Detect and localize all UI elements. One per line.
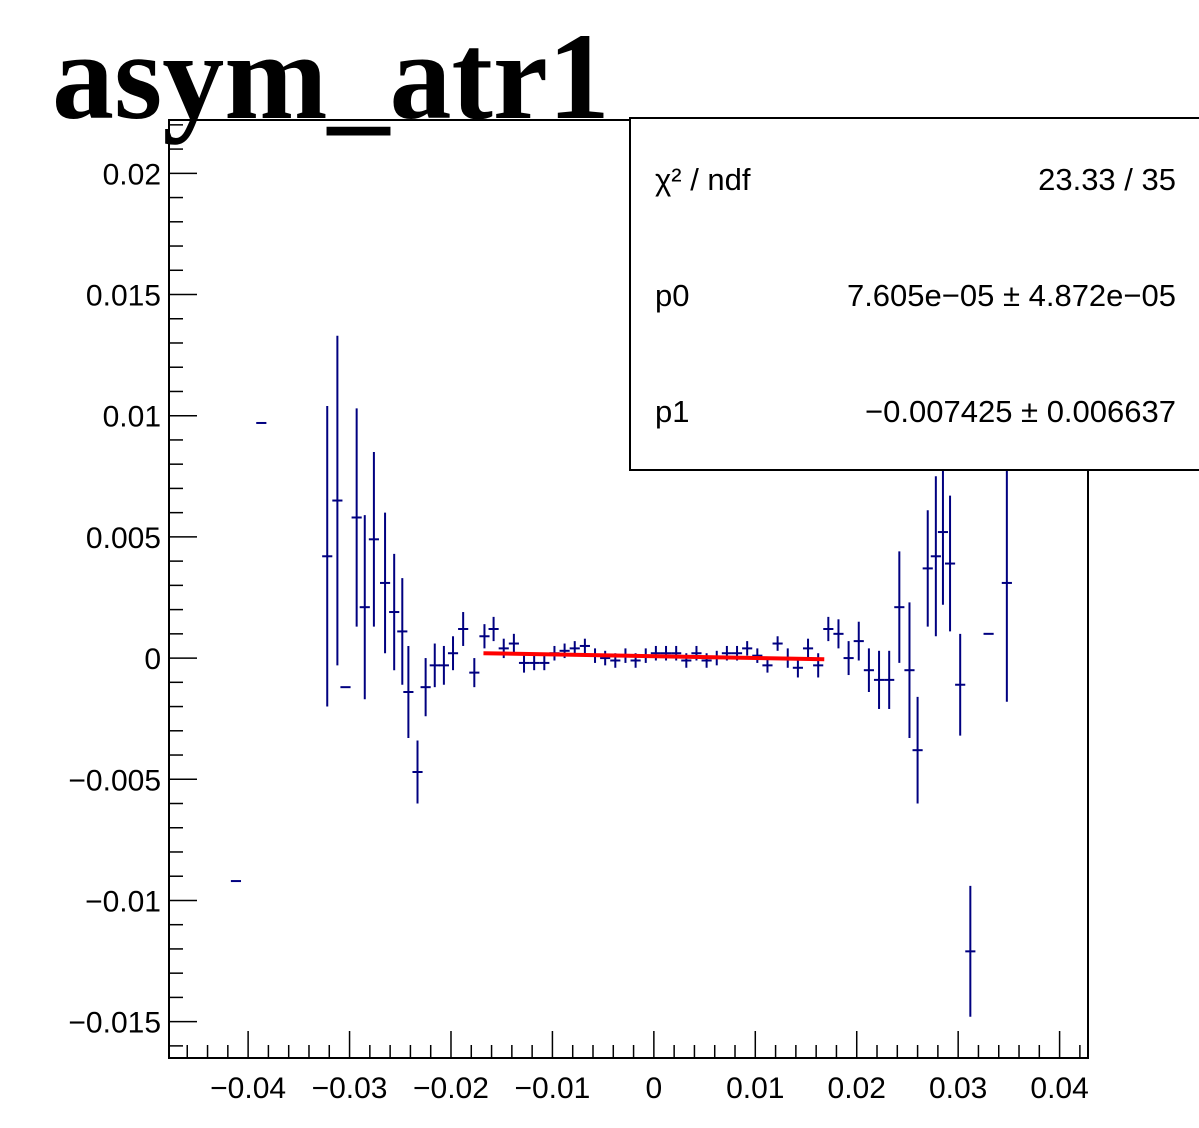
y-tick-label: 0.02 — [103, 158, 161, 191]
x-axis: −0.04 −0.03 −0.02 −0.01 0 0.01 0.02 0.03 0.04 — [186, 1031, 1089, 1105]
data-point — [529, 655, 540, 671]
data-series — [230, 335, 1012, 1017]
data-point — [397, 578, 408, 685]
data-point — [863, 648, 874, 693]
stats-label-p0: p0 — [655, 278, 689, 313]
y-tick-label: −0.01 — [85, 885, 161, 918]
data-point — [955, 633, 966, 736]
data-point — [742, 641, 753, 656]
data-point — [359, 515, 370, 700]
data-point — [904, 602, 915, 739]
y-tick-label: −0.015 — [68, 1007, 161, 1040]
y-tick-label: 0.01 — [103, 401, 161, 434]
data-point — [420, 658, 431, 717]
data-point — [518, 653, 530, 673]
data-point — [458, 612, 469, 646]
data-point — [1001, 464, 1012, 702]
data-point — [438, 645, 449, 685]
data-point — [937, 459, 949, 605]
data-point — [379, 512, 391, 654]
fit-line-group — [483, 651, 825, 662]
data-point — [912, 696, 923, 804]
data-point — [823, 616, 834, 642]
data-point — [944, 495, 956, 632]
data-point — [833, 619, 844, 649]
data-point — [539, 655, 550, 671]
data-point — [429, 643, 440, 688]
data-point — [368, 452, 379, 627]
fit-line — [483, 651, 825, 662]
data-point — [922, 510, 933, 627]
y-tick-label: −0.005 — [68, 764, 161, 797]
data-point — [508, 633, 519, 654]
x-tick-label: 0 — [646, 1072, 663, 1105]
chart-title: asym_atr1 — [52, 8, 610, 145]
data-point — [873, 650, 885, 709]
data-point — [403, 645, 414, 739]
stats-value-p0: 7.605e−05 ± 4.872e−05 — [847, 278, 1176, 313]
x-tick-label: 0.01 — [726, 1072, 784, 1105]
data-point — [762, 658, 773, 673]
plot-frame — [168, 119, 1089, 1059]
data-point — [843, 641, 854, 676]
data-point — [600, 650, 611, 666]
data-point — [802, 638, 814, 659]
x-tick-label: −0.02 — [413, 1072, 489, 1105]
stats-value-chi2: 23.33 / 35 — [1038, 162, 1176, 197]
stats-label-p1: p1 — [655, 394, 689, 429]
data-point — [772, 636, 783, 651]
y-axis: −0.015 −0.01 −0.005 0 0.005 0.01 0.015 0.02 — [68, 124, 197, 1047]
plot-area — [168, 119, 1089, 1059]
stats-box-frame — [629, 117, 1199, 471]
data-point — [752, 648, 763, 663]
data-point — [488, 616, 499, 642]
y-tick-label: 0.015 — [86, 280, 161, 313]
x-tick-label: −0.01 — [514, 1072, 590, 1105]
data-point — [412, 740, 423, 804]
data-point — [930, 476, 941, 637]
data-point — [894, 551, 905, 663]
data-point — [579, 638, 590, 654]
stats-value-p1: −0.007425 ± 0.006637 — [865, 394, 1176, 429]
data-point — [322, 406, 333, 707]
data-point — [479, 624, 490, 649]
stats-box: χ² / ndf 23.33 / 35 p0 7.605e−05 ± 4.872… — [629, 117, 1199, 471]
data-point — [389, 553, 400, 671]
x-tick-label: −0.04 — [210, 1072, 286, 1105]
data-point — [853, 621, 864, 661]
data-point — [884, 650, 895, 709]
x-tick-label: −0.03 — [312, 1072, 388, 1105]
data-point — [469, 658, 480, 688]
data-point — [332, 335, 343, 666]
y-tick-label: 0.005 — [86, 522, 161, 555]
data-point — [965, 885, 976, 1017]
stats-label-chi2: χ² / ndf — [655, 162, 751, 197]
data-point — [351, 408, 362, 627]
x-tick-label: 0.02 — [828, 1072, 886, 1105]
data-point — [447, 636, 459, 671]
data-point — [792, 658, 803, 678]
x-tick-label: 0.04 — [1030, 1072, 1088, 1105]
x-tick-label: 0.03 — [929, 1072, 987, 1105]
y-tick-label: 0 — [144, 643, 161, 676]
